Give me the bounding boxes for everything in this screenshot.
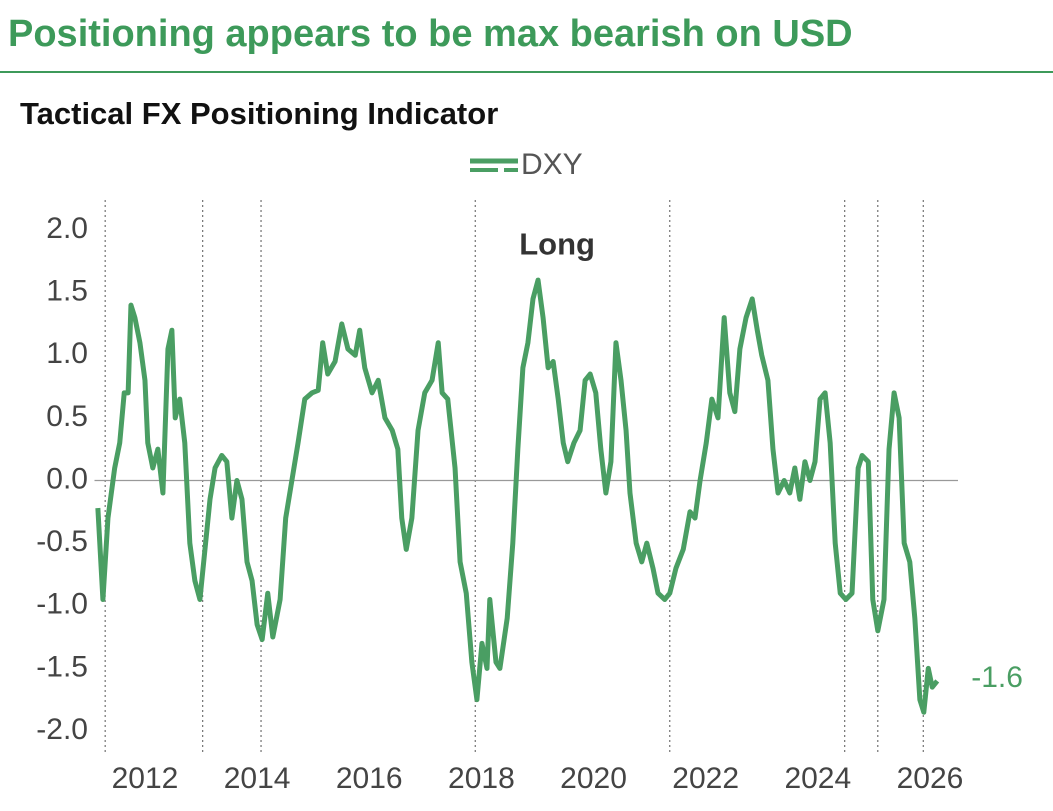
x-tick-label: 2020	[560, 762, 627, 795]
y-tick-label: 1.5	[46, 275, 88, 308]
y-tick-label: 2.0	[46, 212, 88, 245]
chart-subtitle: Tactical FX Positioning Indicator	[20, 96, 498, 131]
chart-title: Positioning appears to be max bearish on…	[8, 13, 853, 55]
legend-label: DXY	[521, 148, 583, 181]
annotation: Long	[519, 227, 595, 262]
x-tick-label: 2018	[448, 762, 515, 795]
legend: DXY	[470, 148, 583, 181]
y-tick-label: -0.5	[36, 525, 88, 558]
y-tick-label: -1.0	[36, 588, 88, 621]
y-tick-label: -1.5	[36, 650, 88, 683]
y-tick-label: 0.5	[46, 400, 88, 433]
x-tick-label: 2024	[784, 762, 851, 795]
y-tick-label: -2.0	[36, 713, 88, 746]
x-tick-label: 2026	[897, 762, 964, 795]
x-tick-label: 2016	[336, 762, 403, 795]
y-tick-label: 1.0	[46, 337, 88, 370]
annotation: -1.6	[971, 661, 1023, 694]
data-line	[95, 277, 940, 715]
y-tick-label: 0.0	[46, 462, 88, 495]
x-tick-label: 2014	[224, 762, 291, 795]
x-tick-label: 2012	[112, 762, 179, 795]
x-tick-label: 2022	[672, 762, 739, 795]
